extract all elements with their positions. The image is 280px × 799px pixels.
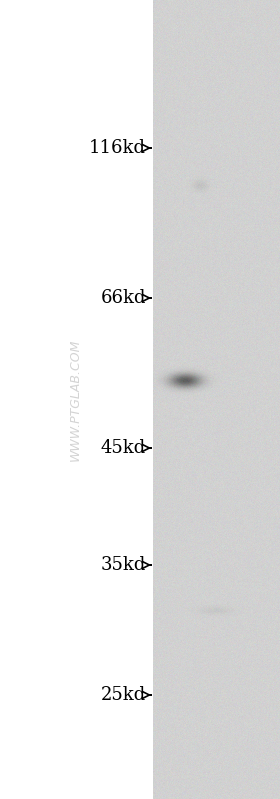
Text: 116kd: 116kd bbox=[89, 139, 146, 157]
Text: 45kd: 45kd bbox=[101, 439, 146, 457]
Text: 66kd: 66kd bbox=[101, 289, 146, 307]
Text: WWW.PTGLAB.COM: WWW.PTGLAB.COM bbox=[69, 339, 81, 461]
Text: 35kd: 35kd bbox=[101, 556, 146, 574]
Text: 25kd: 25kd bbox=[101, 686, 146, 704]
